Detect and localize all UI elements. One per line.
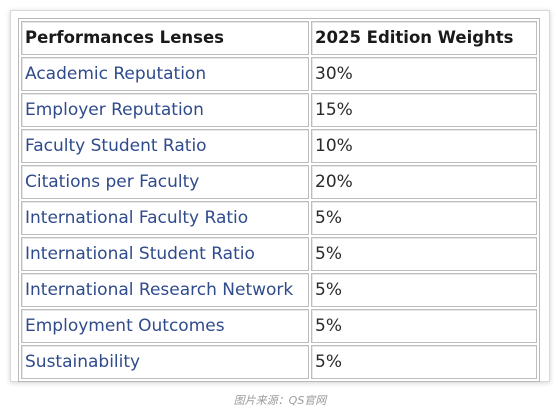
weight-cell: 5%	[311, 201, 537, 235]
weight-cell: 5%	[311, 237, 537, 271]
lens-cell[interactable]: International Faculty Ratio	[21, 201, 309, 235]
weights-table: Performances Lenses 2025 Edition Weights…	[18, 18, 540, 382]
weight-cell: 5%	[311, 273, 537, 307]
lens-cell[interactable]: International Student Ratio	[21, 237, 309, 271]
header-performance-lenses: Performances Lenses	[21, 21, 309, 55]
lens-cell[interactable]: Sustainability	[21, 345, 309, 379]
table-row: Citations per Faculty 20%	[21, 165, 537, 199]
table-row: International Student Ratio 5%	[21, 237, 537, 271]
weight-cell: 10%	[311, 129, 537, 163]
lens-cell[interactable]: Employer Reputation	[21, 93, 309, 127]
table-row: Sustainability 5%	[21, 345, 537, 379]
weight-cell: 15%	[311, 93, 537, 127]
table-row: Academic Reputation 30%	[21, 57, 537, 91]
table-row: International Research Network 5%	[21, 273, 537, 307]
weight-cell: 5%	[311, 345, 537, 379]
weight-cell: 5%	[311, 309, 537, 343]
table-row: International Faculty Ratio 5%	[21, 201, 537, 235]
table-frame: Performances Lenses 2025 Edition Weights…	[10, 10, 550, 382]
lens-cell[interactable]: Faculty Student Ratio	[21, 129, 309, 163]
table-row: Employment Outcomes 5%	[21, 309, 537, 343]
weight-cell: 20%	[311, 165, 537, 199]
header-edition-weights: 2025 Edition Weights	[311, 21, 537, 55]
lens-cell[interactable]: Employment Outcomes	[21, 309, 309, 343]
table-row: Faculty Student Ratio 10%	[21, 129, 537, 163]
lens-cell[interactable]: Academic Reputation	[21, 57, 309, 91]
table-row: Employer Reputation 15%	[21, 93, 537, 127]
image-caption: 图片来源：QS官网	[233, 394, 327, 407]
lens-cell[interactable]: Citations per Faculty	[21, 165, 309, 199]
weight-cell: 30%	[311, 57, 537, 91]
lens-cell[interactable]: International Research Network	[21, 273, 309, 307]
table-header-row: Performances Lenses 2025 Edition Weights	[21, 21, 537, 55]
